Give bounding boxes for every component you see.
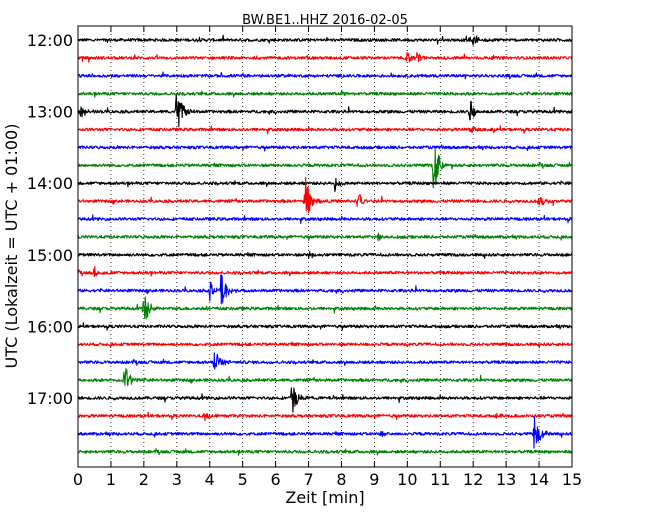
y-tick-label: 14:00: [27, 174, 73, 193]
trace-15:45: [77, 296, 573, 320]
trace-13:15: [77, 125, 573, 135]
x-tick-label: 4: [205, 470, 215, 489]
trace-13:00: [77, 94, 573, 128]
plot-frame: [77, 25, 573, 468]
x-tick-label: 6: [271, 470, 281, 489]
x-tick-label: 8: [336, 470, 346, 489]
y-tick-label: 12:00: [27, 31, 73, 50]
chart-title: BW.BE1..HHZ 2016-02-05: [242, 13, 408, 28]
trace-16:00: [77, 322, 573, 331]
x-tick-label: 14: [529, 470, 549, 489]
x-tick-label: 10: [397, 470, 417, 489]
y-tick-label: 17:00: [27, 389, 73, 408]
x-tick-label: 7: [303, 470, 313, 489]
x-tick-label: 1: [106, 470, 116, 489]
x-tick-label: 15: [562, 470, 582, 489]
trace-17:45: [77, 448, 573, 456]
y-tick-label: 15:00: [27, 246, 73, 265]
x-tick-label: 2: [139, 470, 149, 489]
x-tick-label: 13: [496, 470, 516, 489]
trace-15:30: [77, 274, 573, 305]
x-tick-label: 0: [73, 470, 83, 489]
x-axis-label: Zeit [min]: [285, 488, 364, 507]
trace-14:15: [77, 176, 573, 214]
trace-17:00: [77, 387, 573, 413]
x-tick-label: 12: [463, 470, 483, 489]
vertical-gridlines: [110, 26, 540, 467]
trace-12:00: [77, 34, 573, 46]
trace-12:30: [77, 71, 573, 80]
x-tick-label: 5: [238, 470, 248, 489]
x-tick-label: 9: [369, 470, 379, 489]
x-tick-label: 3: [172, 470, 182, 489]
seismogram-traces: [77, 34, 573, 456]
y-axis-label: UTC (Lokalzeit = UTC + 01:00): [2, 124, 21, 369]
trace-16:15: [77, 341, 573, 349]
y-tick-label: 16:00: [27, 317, 73, 336]
trace-15:00: [77, 251, 573, 259]
trace-12:45: [77, 89, 573, 98]
trace-13:45: [77, 147, 573, 189]
trace-14:30: [77, 214, 573, 224]
trace-12:15: [77, 51, 573, 63]
x-tick-label: 11: [430, 470, 450, 489]
trace-14:45: [77, 232, 573, 242]
trace-15:15: [77, 265, 573, 278]
trace-17:30: [77, 415, 573, 449]
trace-13:30: [77, 144, 573, 152]
trace-17:15: [77, 411, 573, 421]
trace-16:30: [77, 352, 573, 370]
axis-ticks: 0 1 2 3 4 5 6 7 8 9 10 11 12 13 14 1512:0013:0014:0015:…: [27, 26, 582, 489]
trace-14:00: [77, 177, 573, 193]
y-tick-label: 13:00: [27, 103, 73, 122]
trace-16:45: [77, 368, 573, 386]
